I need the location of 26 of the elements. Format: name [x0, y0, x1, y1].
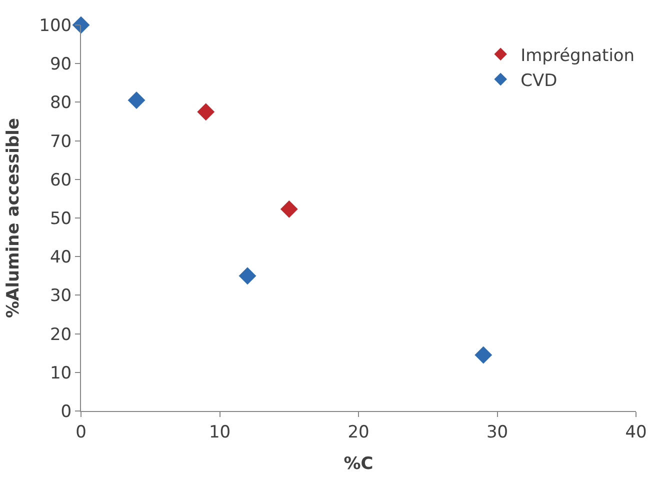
y-tick-label: 70 [50, 132, 72, 152]
legend-label: CVD [520, 70, 558, 91]
y-tick-label: 80 [50, 93, 72, 114]
x-tick-label: 40 [625, 422, 647, 442]
x-tick-label: 0 [76, 422, 86, 442]
y-tick-label: 20 [50, 324, 72, 345]
point [195, 101, 216, 122]
y-tick-label: 50 [50, 208, 72, 229]
y-tick-label: 10 [50, 363, 72, 384]
y-tick-label: 40 [50, 248, 72, 268]
y-tick-label: 60 [50, 170, 72, 190]
y-tick-label: 30 [50, 286, 72, 306]
x-tick-label: 10 [208, 422, 231, 442]
x-tick-label: 20 [348, 422, 370, 442]
y-axis-title: %Alumine accessible [4, 118, 24, 318]
point [237, 265, 258, 286]
point [70, 14, 92, 36]
x-axis-title: %C [344, 454, 374, 474]
y-tick-label: 100 [39, 16, 72, 36]
y-tick-label: 0 [60, 402, 72, 422]
y-tick-label: 90 [50, 54, 72, 75]
point [126, 90, 147, 111]
legend-label: Imprégnation [520, 46, 635, 66]
point [278, 198, 300, 220]
x-tick-label: 30 [486, 422, 508, 442]
point [472, 344, 494, 366]
